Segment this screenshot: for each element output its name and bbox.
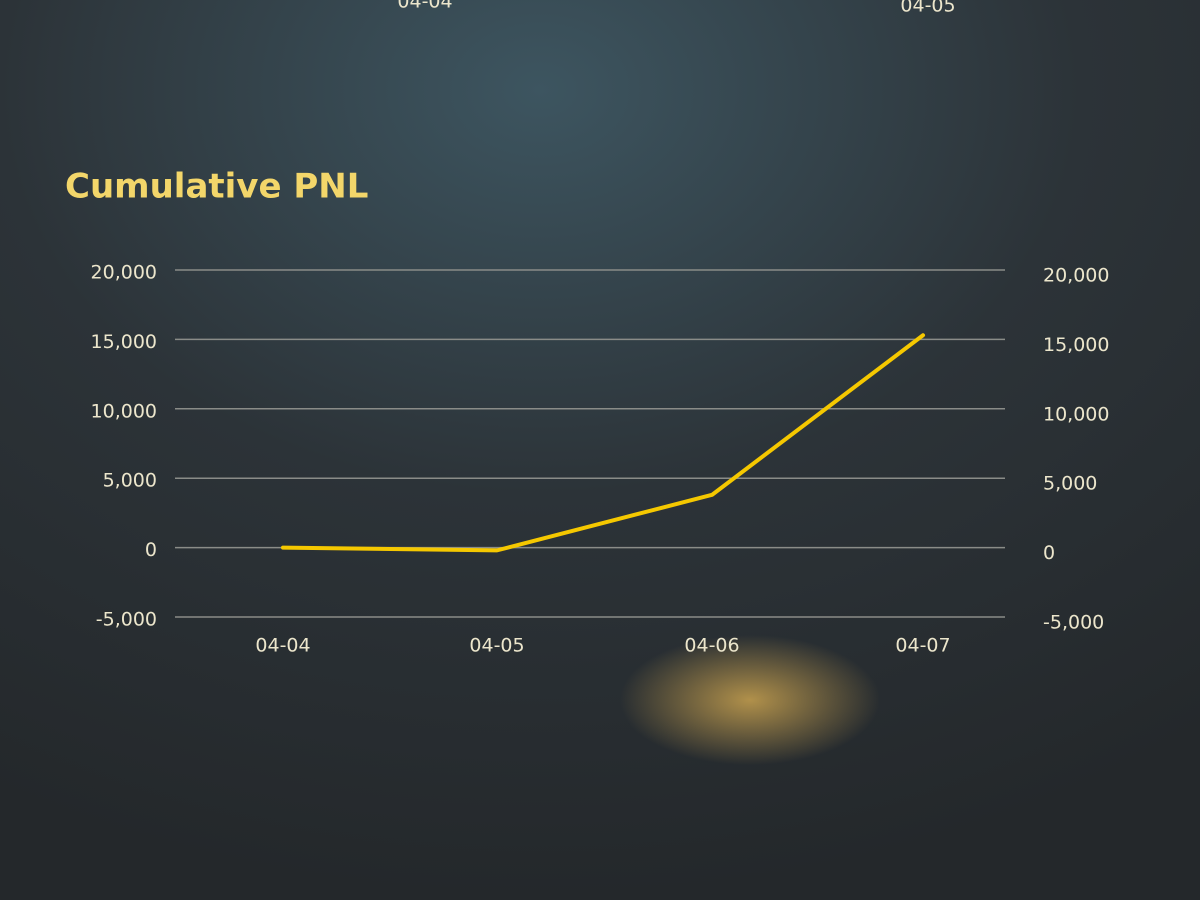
y-tick-label: -5,000 [96,609,157,631]
x-tick-label: 04-05 [469,635,524,657]
y-tick-label: 5,000 [103,470,157,492]
y2-tick-label: 20,000 [1043,265,1109,287]
x-tick-label: 04-04 [255,635,310,657]
y2-tick-label: 10,000 [1043,403,1109,425]
y2-tick-label: 15,000 [1043,334,1109,356]
y-tick-label: 15,000 [91,331,157,353]
y2-tick-label: 5,000 [1043,473,1097,495]
header-label: 04-04 [397,0,452,13]
y-tick-label: 0 [145,539,157,561]
header-label: 04-05 [900,0,955,17]
x-tick-label: 04-06 [684,635,739,657]
light-glare [620,635,880,765]
y-tick-label: 20,000 [91,262,157,284]
line-series [281,333,925,553]
y2-tick-label: 0 [1043,542,1055,564]
x-tick-label: 04-07 [895,635,950,657]
y2-tick-label: -5,000 [1043,612,1104,634]
y-tick-label: 10,000 [91,400,157,422]
chart-title: Cumulative PNL [65,167,368,207]
